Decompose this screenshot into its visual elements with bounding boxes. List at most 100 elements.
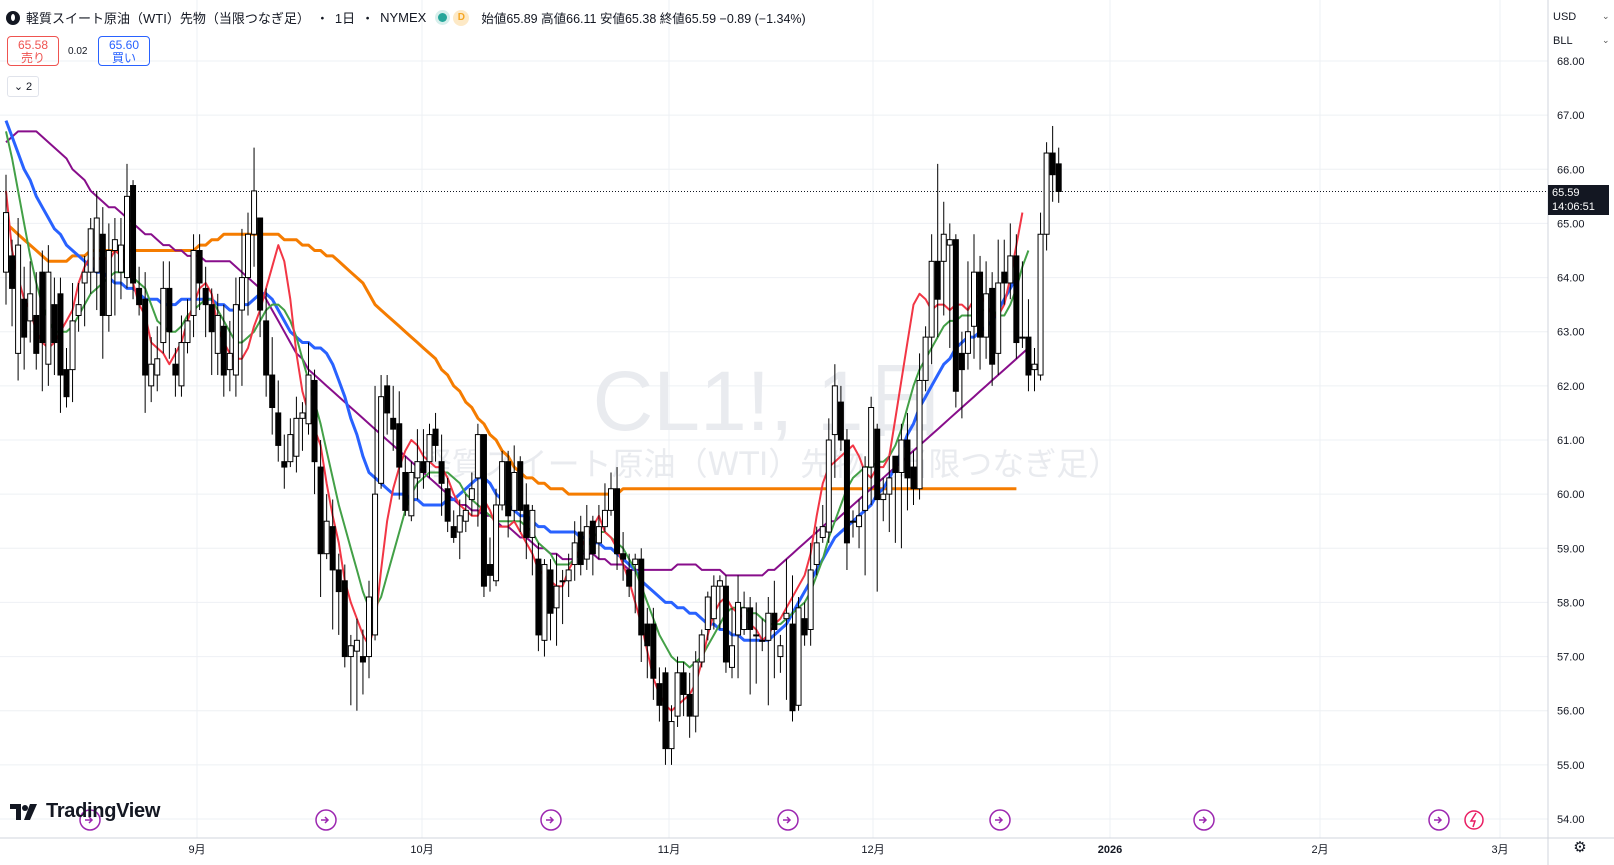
- candle-body: [729, 645, 735, 668]
- currency-selector[interactable]: USD ⌄: [1553, 11, 1610, 23]
- candle-body: [971, 271, 977, 327]
- candle-body: [269, 374, 276, 409]
- time-tick-label: 12月: [861, 844, 884, 856]
- candle-body: [674, 672, 681, 717]
- candle-body: [680, 672, 687, 695]
- candle-body: [130, 185, 137, 284]
- sell-button[interactable]: 65.58 売り: [7, 36, 59, 66]
- moving-average-green: [5, 131, 1030, 669]
- buy-button[interactable]: 65.60 買い: [98, 36, 150, 66]
- candle-body: [553, 585, 560, 609]
- candle-body: [1049, 152, 1056, 176]
- candle-body: [287, 434, 294, 463]
- candle-body: [505, 461, 512, 517]
- price-tick-label: 54.00: [1557, 814, 1585, 826]
- chevron-down-icon: ⌄: [13, 81, 24, 93]
- unit-selector[interactable]: BLL ⌄: [1553, 35, 1610, 47]
- candle-body: [771, 612, 778, 630]
- event-arrow-icon: [1199, 816, 1208, 824]
- candle-body: [946, 239, 953, 246]
- candle-body: [142, 298, 149, 376]
- candle-body: [124, 195, 130, 279]
- candle-body: [753, 634, 760, 637]
- candle-body: [1025, 336, 1032, 376]
- tradingview-logo[interactable]: TradingView: [10, 800, 160, 823]
- candle-body: [184, 320, 191, 344]
- candle-body: [952, 239, 959, 392]
- time-tick-label: 11月: [658, 844, 680, 856]
- time-tick-label: 10月: [410, 844, 433, 856]
- candle-body: [69, 320, 76, 371]
- candle-body: [747, 607, 754, 630]
- candle-body: [541, 564, 548, 641]
- candle-body: [1007, 255, 1014, 284]
- candle-body: [238, 277, 245, 311]
- event-arrow-icon: [1434, 816, 1443, 824]
- candle-body: [384, 385, 391, 414]
- candle-body: [1043, 152, 1050, 235]
- tradingview-logo-icon: [10, 803, 37, 820]
- candle-body: [983, 293, 990, 338]
- candle-body: [1001, 271, 1008, 284]
- lightning-icon: [1469, 812, 1477, 828]
- candle-body: [499, 461, 506, 506]
- candle-body: [190, 250, 197, 316]
- candle-body: [698, 634, 705, 663]
- candle-body: [934, 260, 941, 300]
- candle-body: [795, 607, 802, 706]
- price-tick-label: 64.00: [1557, 273, 1585, 285]
- candle-body: [692, 661, 699, 717]
- candle-body: [783, 612, 790, 620]
- candle-body: [402, 471, 409, 511]
- candle-body: [329, 526, 336, 571]
- candle-body: [420, 461, 427, 473]
- time-tick-label: 3月: [1491, 844, 1508, 856]
- price-change: −0.89 (−1.34%): [719, 12, 806, 26]
- candle-body: [656, 683, 663, 706]
- price-tick-label: 60.00: [1557, 489, 1585, 501]
- candle-body: [916, 379, 923, 490]
- watermark-name: 軽質スイート原油（WTI）先物（当限つなぎ足）: [420, 445, 1121, 483]
- price-tick-label: 62.00: [1557, 381, 1585, 393]
- candle-body: [21, 298, 28, 338]
- candle-body: [547, 569, 554, 614]
- candle-body: [63, 369, 70, 398]
- candle-body: [263, 320, 270, 376]
- symbol-title[interactable]: 軽質スイート原油（WTI）先物（当限つなぎ足）: [26, 11, 310, 26]
- candle-body: [650, 623, 657, 679]
- price-tick-label: 63.00: [1557, 327, 1585, 339]
- candle-body: [450, 526, 457, 538]
- chevron-down-icon: ⌄: [1602, 11, 1610, 21]
- candle-body: [414, 461, 421, 479]
- interval-label[interactable]: 1日: [334, 11, 356, 26]
- candle-body: [577, 531, 584, 566]
- candle-body: [886, 477, 893, 495]
- candle-body: [595, 526, 602, 544]
- candle-body: [880, 493, 887, 501]
- candle-body: [293, 417, 300, 457]
- candle-body: [341, 580, 348, 658]
- candle-body: [160, 287, 167, 344]
- candle-body: [378, 396, 385, 484]
- gear-icon[interactable]: ⚙: [1573, 839, 1587, 856]
- candle-body: [226, 352, 233, 371]
- candle-body: [958, 352, 965, 371]
- indicators-toggle[interactable]: ⌄ 2: [7, 76, 39, 97]
- candle-body: [87, 228, 94, 273]
- candle-body: [874, 428, 881, 501]
- candle-body: [1031, 363, 1038, 371]
- candle-body: [299, 412, 306, 419]
- candle-body: [353, 639, 360, 652]
- candle-body: [57, 293, 64, 376]
- candle-body: [117, 244, 124, 273]
- candle-body: [862, 466, 869, 511]
- moving-average-purple: [5, 130, 1030, 577]
- candle-body: [51, 304, 58, 344]
- candle-body: [178, 342, 185, 387]
- candle-body: [456, 515, 463, 533]
- candle-body: [668, 721, 675, 750]
- candle-body: [1037, 233, 1044, 376]
- candle-body: [257, 217, 264, 311]
- candle-body: [995, 282, 1002, 354]
